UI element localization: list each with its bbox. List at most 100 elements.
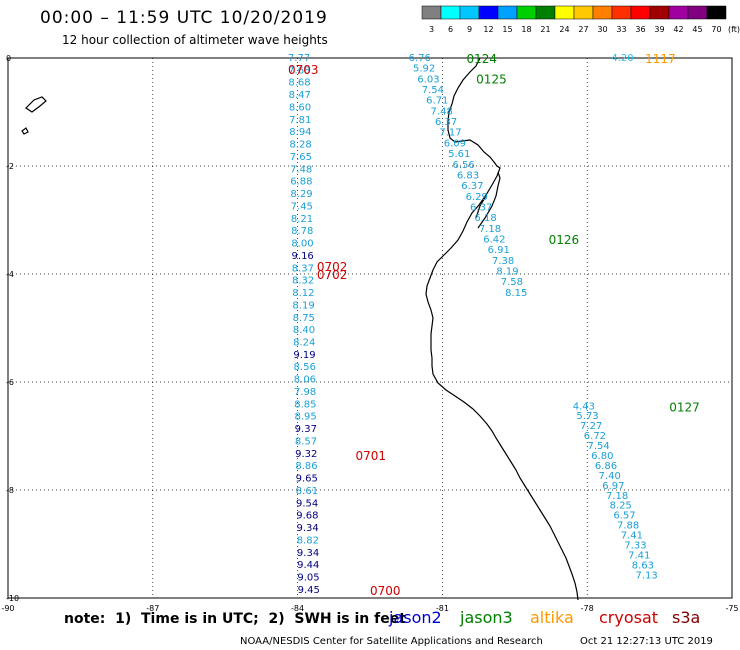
wave-height-value: 7.54 (422, 85, 444, 96)
legend-value: 39 (654, 25, 664, 34)
wave-height-value: 7.58 (501, 277, 523, 288)
legend-unit: (ft) (728, 25, 740, 34)
legend-value: 18 (521, 25, 531, 34)
legend-value: 30 (597, 25, 607, 34)
wave-height-value: 7.48 (290, 164, 312, 175)
wave-height-value: 9.37 (295, 424, 317, 435)
legend-value: 12 (483, 25, 493, 34)
wave-height-value: 8.25 (610, 501, 632, 512)
satellite-name: s3a (672, 608, 701, 627)
wave-height-value: 7.98 (294, 387, 316, 398)
wave-height-value: 8.37 (292, 263, 314, 274)
legend-value: 36 (635, 25, 645, 34)
legend-value: 45 (692, 25, 702, 34)
pass-label: 0127 (669, 400, 700, 414)
wave-height-value: 9.34 (296, 523, 318, 534)
wave-height-value: 7.88 (617, 521, 639, 532)
wave-height-value: 7.40 (599, 471, 621, 482)
pass-label: 0124 (467, 52, 498, 66)
legend-swatch (630, 5, 651, 20)
x-tick-label: -75 (725, 604, 738, 613)
legend-value: 27 (578, 25, 588, 34)
wave-height-value: 8.00 (291, 239, 313, 250)
wave-height-value: 7.17 (439, 128, 461, 139)
legend-swatch (668, 5, 689, 20)
wave-height-value: 8.47 (289, 90, 311, 101)
satellite-name: cryosat (599, 608, 659, 627)
island-small (21, 127, 29, 135)
map-grid: -90 -87 -84 -81 -78 -75 0 -2 -4 -6 -8 -10 (1, 54, 738, 613)
wave-height-value: 8.75 (293, 313, 315, 324)
satellite-name: altika (530, 608, 574, 627)
legend-swatch (573, 5, 594, 20)
bottom-note: note: 1) Time is in UTC; 2) SWH is in fe… (64, 611, 406, 627)
wave-height-value: 8.94 (289, 127, 311, 138)
wave-height-value: 8.12 (292, 288, 314, 299)
pass-label: 0701 (356, 449, 387, 463)
pass-label: 1117 (645, 52, 676, 66)
altimeter-tracks: 7.777.688.688.478.607.818.948.287.657.48… (288, 53, 658, 596)
y-tick-label: -8 (6, 486, 14, 495)
y-tick-label: -10 (6, 594, 19, 603)
wave-height-value: 9.32 (295, 449, 317, 460)
wave-height-value: 7.13 (635, 570, 657, 581)
wave-height-value: 8.40 (293, 325, 315, 336)
wave-height-value: 6.37 (435, 117, 457, 128)
legend-value: 15 (502, 25, 512, 34)
wave-height-value: 7.38 (492, 256, 514, 267)
x-tick-label: -84 (291, 604, 304, 613)
wave-height-value: 6.57 (613, 511, 635, 522)
legend-swatch (706, 5, 727, 20)
wave-height-value: 8.63 (632, 560, 654, 571)
legend-value: 9 (467, 25, 472, 34)
legend-swatch (516, 5, 537, 20)
wave-height-value: 9.05 (297, 573, 319, 584)
wave-height-value: 6.86 (595, 461, 617, 472)
wave-height-value: 8.56 (294, 362, 316, 373)
legend-value: 24 (559, 25, 569, 34)
wave-height-value: 9.44 (297, 560, 319, 571)
wave-height-value: 9.16 (292, 251, 314, 262)
coastline (21, 57, 579, 601)
wave-height-value: 8.86 (295, 461, 317, 472)
y-tick-label: -6 (6, 378, 14, 387)
wave-height-value: 7.77 (288, 53, 310, 64)
wave-height-value: 8.68 (288, 78, 310, 89)
footer-credit: NOAA/NESDIS Center for Satellite Applica… (240, 636, 543, 647)
legend-swatch (611, 5, 632, 20)
wave-height-value: 7.65 (290, 152, 312, 163)
pass-label: 0703 (288, 63, 319, 77)
wave-height-value: 8.19 (292, 300, 314, 311)
wave-height-value: 6.03 (417, 74, 439, 85)
legend: 3 6 9 12 15 18 21 24 27 30 33 36 39 42 45 70 (ft) (421, 5, 740, 34)
legend-swatch (554, 5, 575, 20)
pass-label: 0700 (370, 584, 401, 598)
wave-height-value: 9.45 (298, 585, 320, 596)
wave-height-value: 5.61 (448, 149, 470, 160)
page-subtitle: 12 hour collection of altimeter wave hei… (62, 33, 328, 47)
wave-height-value: 7.33 (624, 540, 646, 551)
legend-swatch (421, 5, 442, 20)
wave-height-value: 6.76 (409, 53, 431, 64)
wave-height-value: 6.83 (457, 170, 479, 181)
wave-height-value: 8.95 (294, 412, 316, 423)
x-tick-label: -81 (436, 604, 449, 613)
wave-height-value: 6.37 (461, 181, 483, 192)
wave-height-value: 6.97 (602, 481, 624, 492)
wave-height-value: 7.48 (431, 106, 453, 117)
legend-value: 42 (673, 25, 683, 34)
wave-height-value: 7.41 (621, 531, 643, 542)
wave-height-value: 8.29 (290, 189, 312, 200)
wave-height-value: 6.88 (290, 177, 312, 188)
pass-label: 0702 (317, 268, 348, 282)
legend-value: 21 (540, 25, 550, 34)
wave-height-value: 6.72 (584, 431, 606, 442)
wave-height-value: 8.06 (294, 375, 316, 386)
pass-labels: 0703012401251117012607020702012707010128… (288, 52, 700, 598)
y-tick-label: -4 (6, 270, 14, 279)
wave-height-value: 8.78 (291, 226, 313, 237)
wave-height-value: 6.29 (466, 192, 488, 203)
y-tick-label: -2 (6, 162, 14, 171)
legend-swatch (440, 5, 461, 20)
x-tick-label: -90 (1, 604, 14, 613)
